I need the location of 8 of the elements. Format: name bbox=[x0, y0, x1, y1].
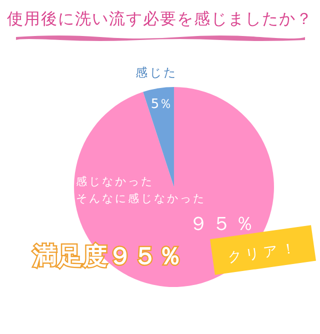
chart-title: 使用後に洗い流す必要を感じましたか？ bbox=[7, 9, 313, 28]
slice-label: 感じなかったそんなに感じなかった bbox=[76, 175, 206, 205]
pie-slice bbox=[143, 87, 174, 187]
data-label: ９５％ bbox=[189, 213, 258, 235]
data-label: 5％ bbox=[150, 96, 172, 112]
text: 満足度９５％ bbox=[32, 242, 183, 270]
slice-label: 感じた bbox=[135, 65, 178, 80]
text: クリア！ bbox=[226, 240, 300, 266]
